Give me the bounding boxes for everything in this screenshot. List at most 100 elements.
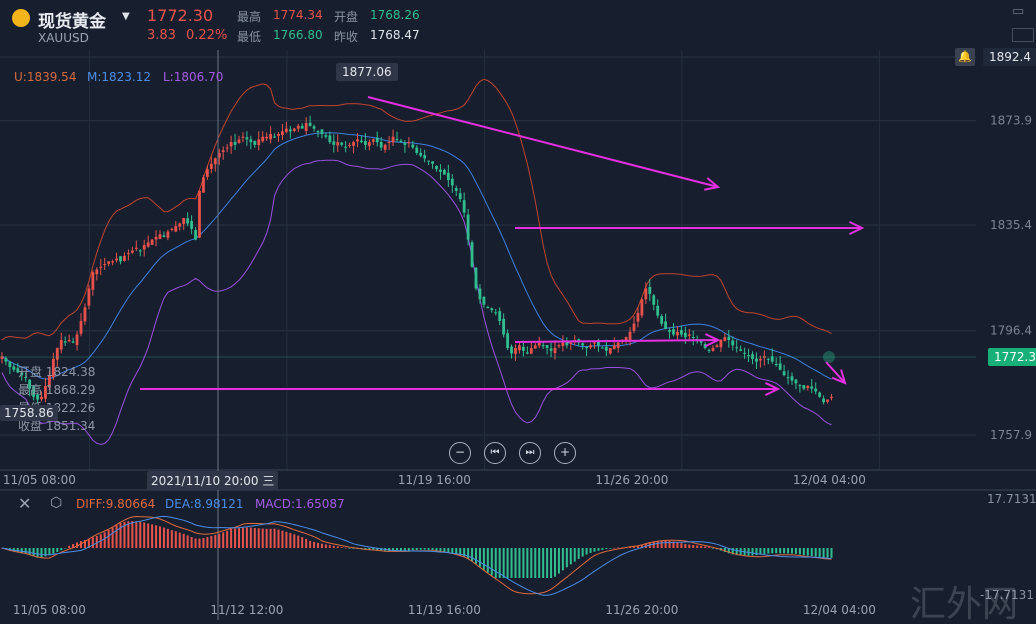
candle-body	[316, 131, 320, 133]
zoom-out-button[interactable]: −	[449, 442, 471, 464]
high-value: 1774.34	[273, 8, 323, 22]
macd-bar	[633, 546, 635, 548]
candle-body	[585, 346, 588, 349]
macd-bar	[542, 548, 545, 578]
candle-body	[336, 142, 340, 146]
macd-bar	[550, 548, 553, 578]
candle-body	[561, 342, 565, 346]
candle-body	[75, 334, 79, 346]
candle-body	[739, 349, 743, 351]
macd-bar	[617, 547, 620, 549]
candle-body	[48, 375, 51, 388]
macd-bar	[656, 540, 659, 548]
candle-body	[474, 267, 478, 289]
candle-body	[770, 356, 774, 362]
macd-bar	[40, 548, 43, 558]
macd-bar	[261, 528, 264, 548]
macd-bar	[170, 530, 173, 548]
macd-bar	[186, 535, 189, 548]
macd-bar	[403, 548, 406, 551]
macd-bar	[52, 548, 55, 554]
candle-body	[759, 358, 762, 361]
close-icon[interactable]: ✕	[18, 494, 32, 513]
candle-body	[522, 346, 525, 351]
low-label: 最低	[237, 30, 262, 44]
macd-bar	[526, 548, 529, 578]
candle-body	[687, 334, 691, 336]
candle-body	[553, 348, 557, 354]
candle-body	[731, 340, 735, 346]
macd-bar	[704, 546, 707, 548]
macd-bar	[447, 548, 450, 553]
macd-bar	[162, 527, 165, 548]
macd-bar	[396, 548, 398, 552]
candle-body	[174, 226, 178, 232]
zoom-in-button[interactable]: +	[554, 442, 576, 464]
candle-body	[490, 308, 494, 311]
bell-icon[interactable]: 🔔	[955, 48, 975, 66]
split-panel-icon[interactable]	[1012, 28, 1034, 42]
candle-body	[67, 339, 71, 342]
candle-body	[103, 264, 107, 266]
candle-body	[632, 323, 636, 331]
macd-bar	[806, 548, 809, 556]
macd-bar	[431, 548, 434, 551]
candle-body	[312, 126, 316, 129]
macd-bar	[664, 540, 667, 548]
open-label: 开盘	[334, 10, 359, 24]
trend-arrow-down	[367, 96, 719, 188]
candle-body	[178, 223, 182, 227]
window-control-icon[interactable]: ▭	[1012, 4, 1025, 19]
macd-bar	[364, 548, 367, 550]
macd-bar	[317, 542, 319, 548]
chevron-down-icon[interactable]: ▼	[122, 11, 130, 22]
candle-body	[399, 140, 403, 143]
candle-body	[581, 343, 585, 346]
candle-body	[261, 136, 265, 142]
x-tick-label: 12/04 04:00	[793, 473, 866, 487]
ohlc-open: 开盘 1824.38	[18, 365, 96, 379]
candle-body	[360, 140, 363, 143]
macd-axis-top: 17.7131	[987, 492, 1036, 506]
candle-body	[51, 358, 55, 378]
candle-body	[241, 136, 245, 138]
y-tick-label: 1873.9	[990, 114, 1032, 128]
candle-body	[450, 178, 454, 186]
macd-bar	[24, 548, 27, 554]
gear-icon[interactable]: ⬡	[50, 495, 63, 511]
macd-bar	[36, 548, 39, 558]
macd-bar	[182, 533, 185, 548]
macd-bar	[538, 548, 541, 578]
candle-body	[439, 169, 442, 172]
macd-bar	[830, 548, 833, 558]
macd-bar	[585, 548, 588, 555]
macd-bar	[411, 548, 414, 551]
candle-body	[664, 321, 667, 330]
candle-body	[8, 361, 12, 368]
macd-bar	[522, 548, 525, 578]
next-button[interactable]: ⏭	[519, 442, 541, 464]
macd-bar	[257, 528, 260, 548]
candle-body	[209, 163, 213, 170]
low-value: 1766.80	[273, 28, 323, 42]
candle-body	[130, 250, 134, 253]
candle-body	[723, 337, 727, 341]
macd-bar	[791, 548, 793, 554]
macd-bar	[352, 548, 355, 549]
current-price: 1772.30	[147, 6, 214, 25]
candle-body	[529, 348, 533, 354]
macd-bar	[700, 545, 703, 548]
macd-bar	[775, 548, 778, 554]
macd-bar	[198, 538, 201, 548]
macd-bar	[518, 548, 521, 578]
candle-body	[676, 331, 679, 336]
macd-bar	[28, 548, 31, 556]
macd-bar	[131, 521, 134, 548]
macd-bar	[297, 535, 300, 548]
candle-body	[660, 316, 664, 324]
candle-body	[525, 352, 529, 354]
prev-button[interactable]: ⏮	[484, 442, 506, 464]
candle-body	[170, 228, 174, 230]
instrument-name[interactable]: 现货黄金	[38, 12, 106, 32]
